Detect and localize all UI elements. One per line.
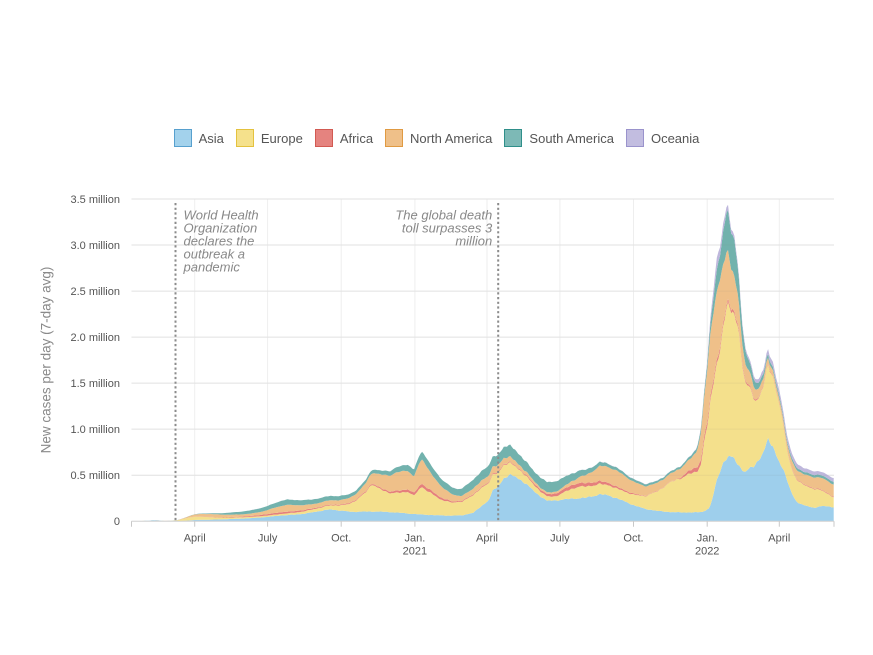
svg-text:3.0 million: 3.0 million bbox=[70, 240, 120, 252]
svg-text:outbreak a: outbreak a bbox=[184, 246, 245, 261]
svg-text:April: April bbox=[476, 533, 498, 545]
svg-text:The global death: The global death bbox=[395, 208, 492, 223]
svg-text:declares the: declares the bbox=[184, 234, 255, 249]
svg-text:toll surpasses 3: toll surpasses 3 bbox=[402, 221, 493, 236]
svg-text:April: April bbox=[768, 533, 790, 545]
svg-text:Organization: Organization bbox=[184, 221, 258, 236]
svg-text:Oct.: Oct. bbox=[331, 533, 351, 545]
svg-text:April: April bbox=[184, 533, 206, 545]
svg-text:0: 0 bbox=[114, 516, 120, 528]
svg-text:Jan.: Jan. bbox=[697, 533, 718, 545]
svg-text:Oct.: Oct. bbox=[623, 533, 643, 545]
svg-text:2022: 2022 bbox=[695, 546, 719, 558]
svg-text:3.5 million: 3.5 million bbox=[70, 194, 120, 206]
svg-text:pandemic: pandemic bbox=[183, 259, 241, 274]
svg-text:New cases per day (7-day avg): New cases per day (7-day avg) bbox=[39, 267, 54, 454]
svg-text:0.5 million: 0.5 million bbox=[70, 470, 120, 482]
svg-text:2.5 million: 2.5 million bbox=[70, 286, 120, 298]
svg-text:2021: 2021 bbox=[403, 546, 427, 558]
svg-text:Jan.: Jan. bbox=[405, 533, 426, 545]
svg-text:million: million bbox=[455, 234, 492, 249]
svg-text:July: July bbox=[258, 533, 278, 545]
svg-text:1.5 million: 1.5 million bbox=[70, 378, 120, 390]
svg-text:July: July bbox=[550, 533, 570, 545]
svg-text:1.0 million: 1.0 million bbox=[70, 424, 120, 436]
svg-text:World Health: World Health bbox=[184, 208, 259, 223]
svg-text:2.0 million: 2.0 million bbox=[70, 332, 120, 344]
